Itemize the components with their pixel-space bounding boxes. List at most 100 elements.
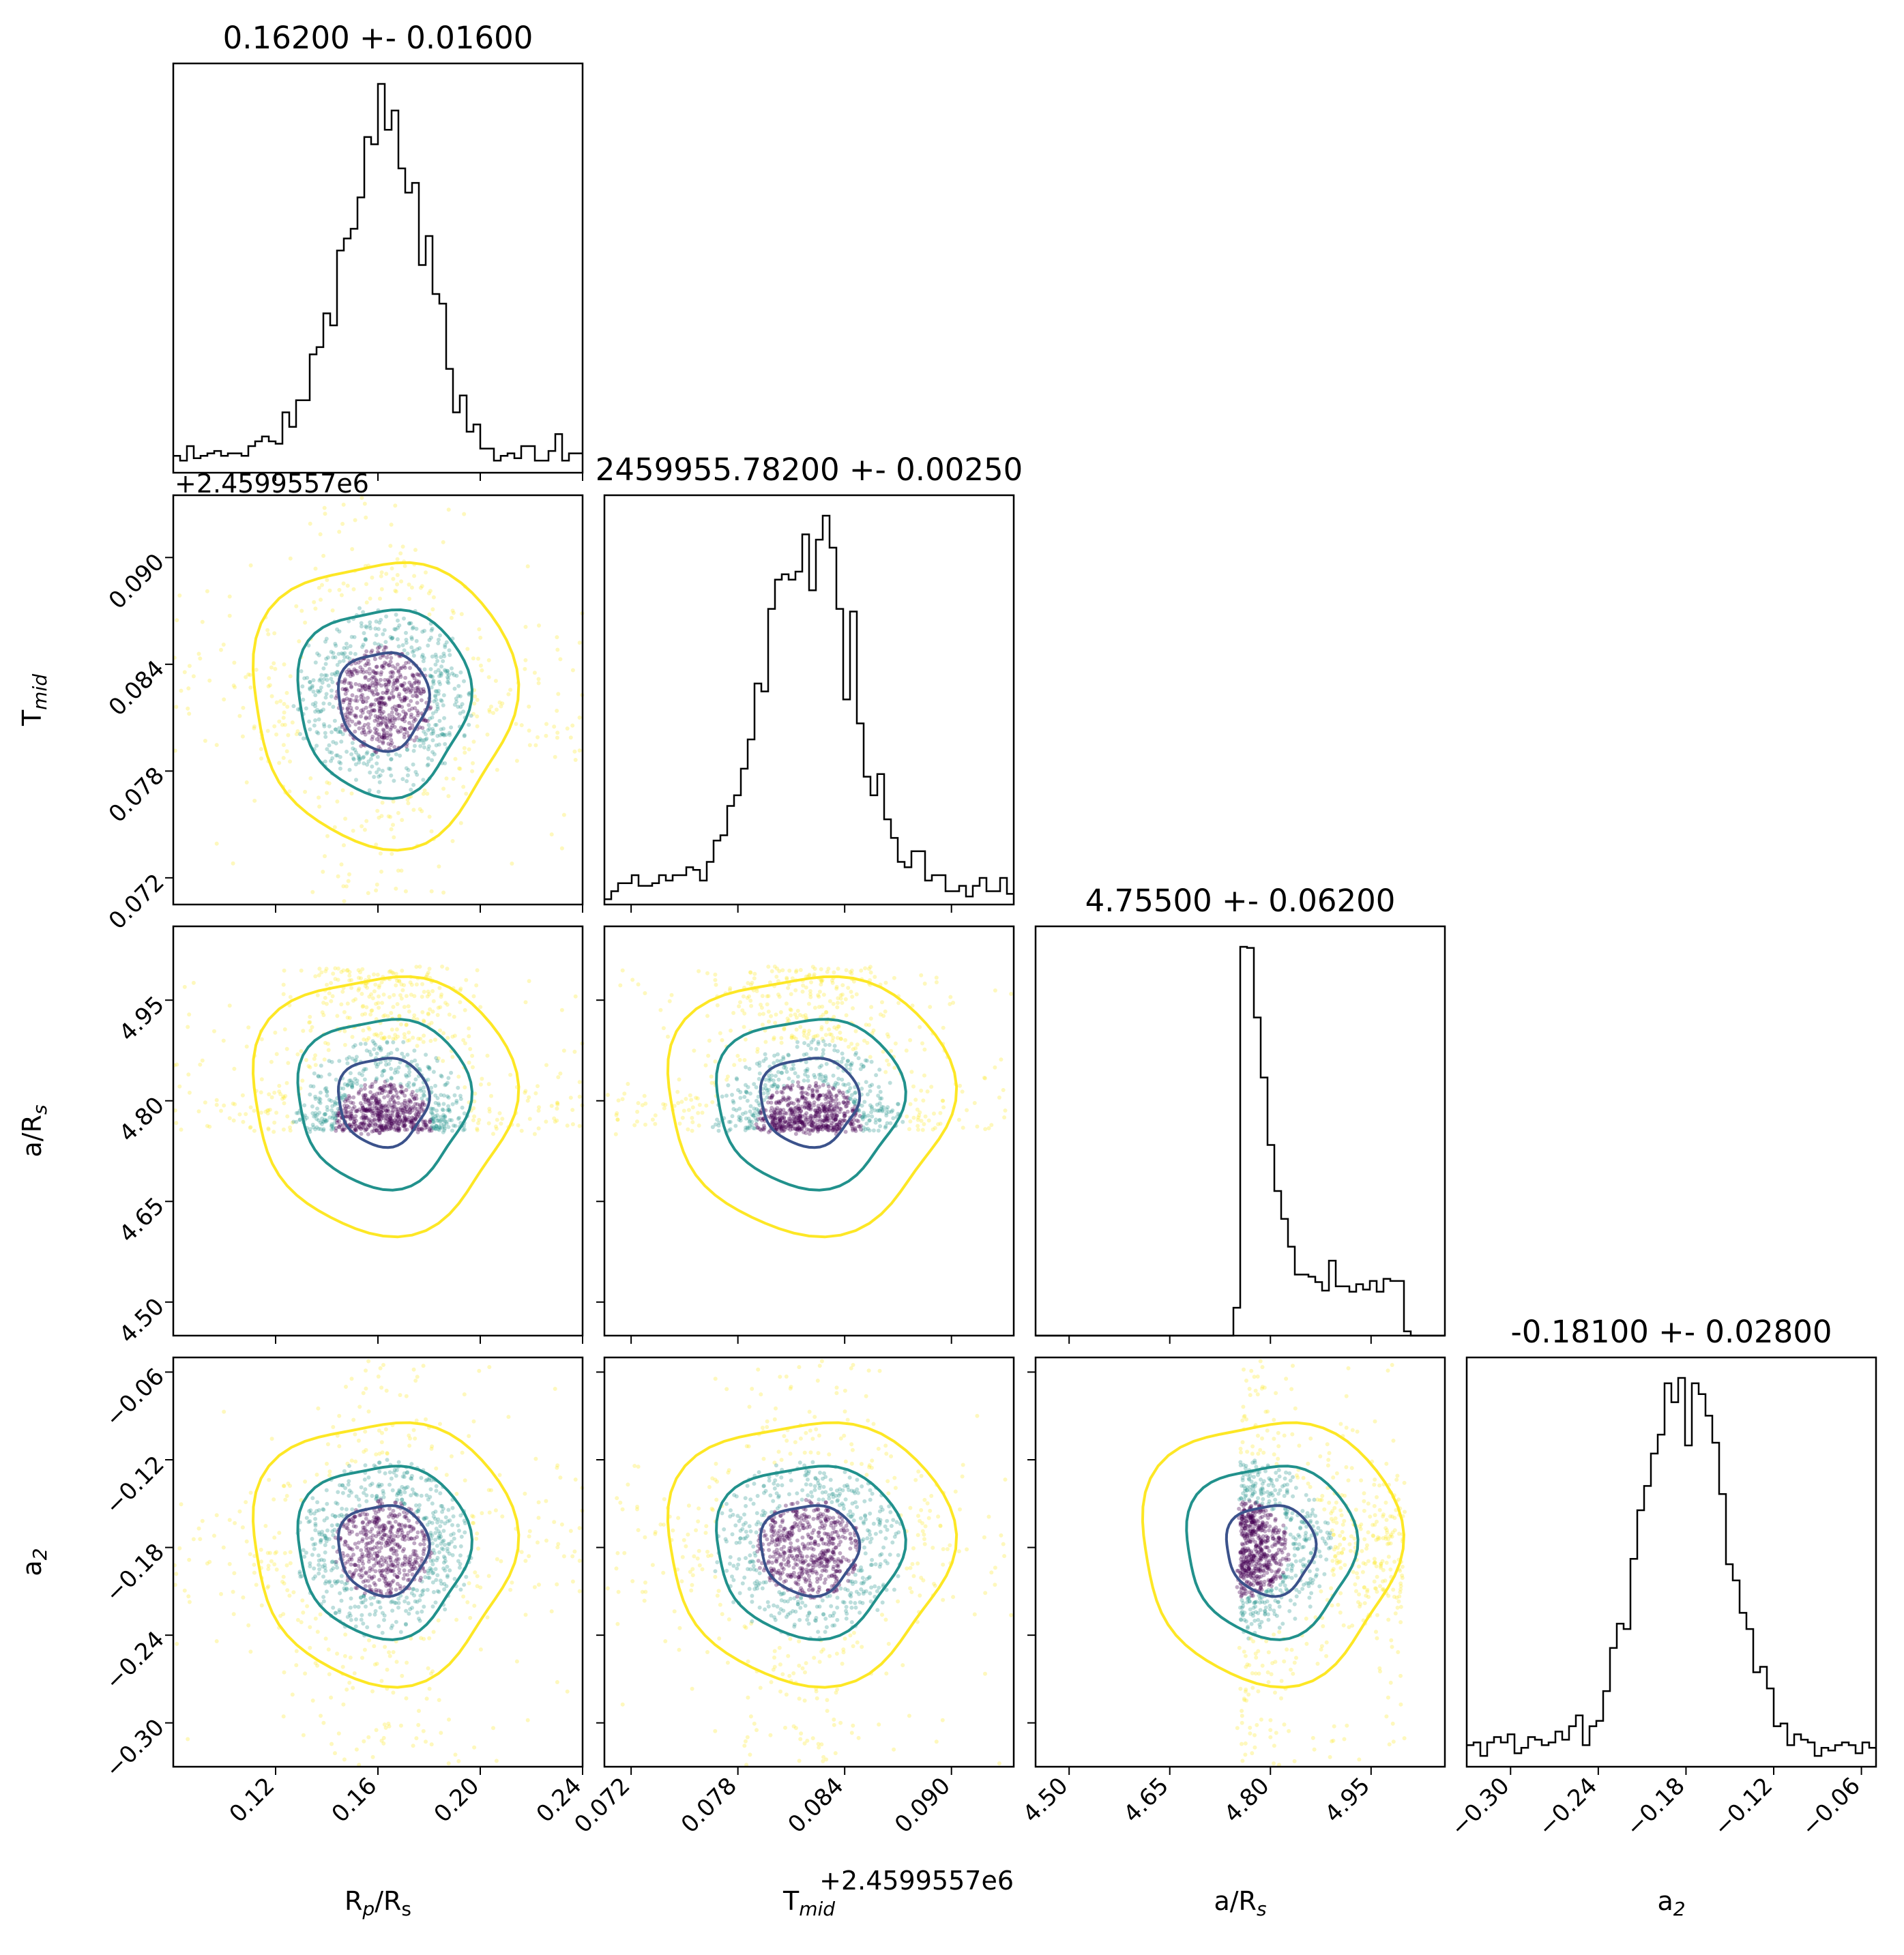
- sample-point: [354, 1123, 359, 1128]
- sample-point: [422, 667, 427, 672]
- sample-point: [347, 668, 351, 673]
- sample-point: [272, 1497, 276, 1502]
- sample-point: [282, 1670, 287, 1675]
- sample-point: [840, 1001, 845, 1005]
- sample-point: [410, 706, 415, 711]
- sample-point: [559, 1522, 564, 1527]
- sample-point: [326, 683, 331, 688]
- sample-point: [453, 1752, 458, 1757]
- sample-point: [394, 613, 398, 617]
- sample-point: [429, 635, 433, 640]
- sample-point: [536, 1516, 541, 1520]
- sample-point: [358, 1101, 363, 1106]
- sample-point: [379, 704, 383, 709]
- sample-point: [763, 1040, 768, 1044]
- sample-point: [368, 712, 373, 717]
- sample-point: [794, 1027, 799, 1032]
- sample-point: [231, 1101, 235, 1106]
- sample-point: [391, 1040, 396, 1044]
- sample-point: [325, 1501, 329, 1506]
- sample-point: [396, 669, 400, 674]
- sample-point: [368, 596, 372, 601]
- sample-point: [495, 1557, 499, 1561]
- sample-point: [372, 972, 376, 977]
- sample-point: [214, 1639, 219, 1643]
- sample-point: [630, 978, 635, 982]
- sample-point: [909, 1070, 914, 1074]
- sample-point: [394, 1587, 398, 1592]
- sample-point: [345, 1015, 350, 1020]
- sample-point: [416, 689, 421, 694]
- sample-point: [277, 1089, 282, 1094]
- sample-point: [340, 651, 345, 656]
- sample-point: [399, 868, 404, 873]
- sample-point: [354, 778, 358, 782]
- sample-point: [713, 978, 718, 982]
- sample-point: [523, 1000, 528, 1005]
- sample-point: [383, 1035, 387, 1040]
- sample-point: [416, 1036, 421, 1041]
- sample-point: [613, 1132, 618, 1136]
- sample-point: [361, 755, 366, 760]
- sample-point: [424, 1123, 429, 1128]
- sample-point: [449, 1070, 454, 1075]
- sample-point: [806, 1092, 810, 1097]
- sample-point: [829, 1032, 834, 1037]
- sample-point: [420, 1096, 424, 1101]
- sample-point: [704, 1103, 709, 1108]
- sample-point: [791, 1035, 796, 1040]
- sample-point: [381, 736, 386, 740]
- sample-point: [441, 1538, 446, 1543]
- sample-point: [376, 720, 381, 725]
- sample-point: [814, 1046, 819, 1051]
- sample-point: [395, 573, 400, 577]
- sample-point: [454, 696, 458, 701]
- sample-point: [620, 1097, 625, 1102]
- sample-point: [377, 1428, 381, 1433]
- sample-point: [424, 1739, 428, 1744]
- sample-point: [347, 1105, 351, 1110]
- sample-point: [885, 1121, 890, 1126]
- sample-point: [319, 709, 323, 714]
- sample-point: [445, 967, 450, 971]
- sample-point: [337, 1413, 342, 1418]
- sample-point: [402, 665, 407, 670]
- sample-point: [382, 1533, 386, 1537]
- sample-point: [864, 1080, 868, 1085]
- sample-point: [353, 748, 357, 752]
- sample-point: [375, 692, 379, 696]
- sample-point: [321, 707, 325, 712]
- sample-point: [399, 1528, 404, 1533]
- sample-point: [810, 1128, 815, 1133]
- sample-point: [402, 695, 407, 700]
- sample-point: [382, 628, 387, 632]
- sample-point: [282, 968, 287, 973]
- sample-point: [867, 1118, 872, 1123]
- sample-point: [440, 732, 445, 737]
- sample-point: [662, 1106, 667, 1111]
- sample-point: [379, 643, 383, 648]
- sample-point: [361, 1003, 366, 1008]
- sample-point: [908, 1102, 913, 1106]
- sample-point: [364, 1038, 369, 1042]
- sample-point: [277, 1083, 282, 1088]
- sample-point: [304, 706, 308, 711]
- sample-point: [434, 1488, 439, 1493]
- sample-point: [785, 1085, 790, 1089]
- sample-point: [510, 862, 514, 866]
- sample-point: [380, 664, 385, 669]
- sample-point: [514, 759, 519, 763]
- sample-point: [853, 1090, 858, 1095]
- sample-point: [536, 1108, 541, 1113]
- sample-point: [391, 576, 396, 581]
- sample-point: [342, 1042, 347, 1047]
- sample-point: [422, 745, 426, 750]
- sample-point: [382, 701, 387, 706]
- sample-point: [331, 971, 336, 976]
- sample-point: [552, 1520, 557, 1525]
- sample-point: [325, 834, 329, 838]
- sample-point: [695, 1096, 700, 1101]
- sample-point: [353, 1432, 357, 1437]
- sample-point: [577, 1080, 582, 1085]
- sample-point: [744, 1083, 748, 1087]
